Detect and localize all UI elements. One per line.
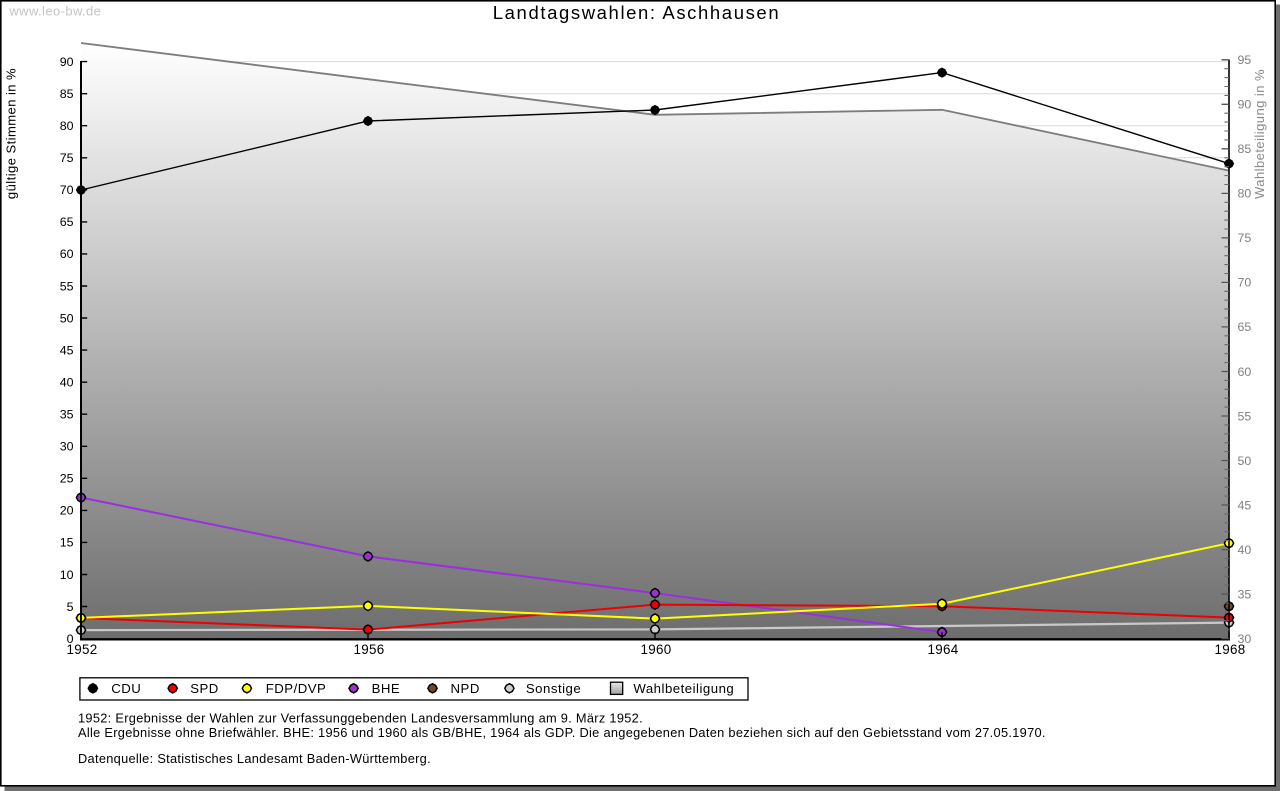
svg-text:Wahlbeteiligung: Wahlbeteiligung	[633, 681, 734, 696]
svg-text:20: 20	[60, 504, 74, 518]
svg-text:35: 35	[60, 408, 74, 422]
svg-text:FDP/DVP: FDP/DVP	[266, 681, 327, 696]
svg-text:Datenquelle: Statistisches Lan: Datenquelle: Statistisches Landesamt Bad…	[78, 751, 431, 766]
svg-text:45: 45	[1238, 498, 1252, 512]
svg-text:65: 65	[60, 215, 74, 229]
svg-text:85: 85	[1238, 142, 1252, 156]
svg-text:90: 90	[60, 55, 74, 69]
svg-text:55: 55	[1238, 409, 1252, 423]
svg-text:50: 50	[60, 311, 74, 325]
svg-text:35: 35	[1238, 587, 1252, 601]
svg-text:90: 90	[1238, 98, 1252, 112]
svg-text:1952: Ergebnisse der Wahlen zu: 1952: Ergebnisse der Wahlen zur Verfassu…	[78, 711, 643, 726]
svg-text:60: 60	[1238, 365, 1252, 379]
svg-text:40: 40	[1238, 543, 1252, 557]
svg-text:85: 85	[60, 87, 74, 101]
svg-text:www.leo-bw.de: www.leo-bw.de	[8, 4, 101, 19]
svg-text:75: 75	[1238, 231, 1252, 245]
svg-text:65: 65	[1238, 320, 1252, 334]
svg-text:BHE: BHE	[372, 681, 401, 696]
svg-text:1956: 1956	[354, 642, 385, 657]
svg-text:Sonstige: Sonstige	[526, 681, 581, 696]
svg-text:15: 15	[60, 536, 74, 550]
svg-text:95: 95	[1238, 53, 1252, 67]
svg-text:gültige Stimmen in %: gültige Stimmen in %	[4, 68, 19, 199]
svg-text:80: 80	[1238, 187, 1252, 201]
svg-text:1960: 1960	[641, 642, 672, 657]
svg-text:1964: 1964	[928, 642, 959, 657]
svg-text:50: 50	[1238, 454, 1252, 468]
svg-text:10: 10	[60, 568, 74, 582]
svg-text:0: 0	[67, 632, 74, 646]
svg-text:80: 80	[60, 119, 74, 133]
svg-text:55: 55	[60, 279, 74, 293]
svg-text:CDU: CDU	[111, 681, 141, 696]
svg-text:25: 25	[60, 472, 74, 486]
svg-text:1968: 1968	[1215, 642, 1246, 657]
svg-text:60: 60	[60, 247, 74, 261]
svg-text:70: 70	[1238, 276, 1252, 290]
svg-text:40: 40	[60, 376, 74, 390]
svg-text:Alle Ergebnisse ohne Briefwähl: Alle Ergebnisse ohne Briefwähler. BHE: 1…	[78, 725, 1046, 740]
svg-text:SPD: SPD	[190, 681, 219, 696]
svg-text:75: 75	[60, 151, 74, 165]
svg-text:1952: 1952	[67, 642, 98, 657]
svg-text:45: 45	[60, 343, 74, 357]
svg-text:5: 5	[67, 600, 74, 614]
svg-text:30: 30	[1238, 632, 1252, 646]
svg-text:30: 30	[60, 440, 74, 454]
svg-text:Landtagswahlen: Aschhausen: Landtagswahlen: Aschhausen	[493, 2, 780, 23]
svg-text:70: 70	[60, 183, 74, 197]
svg-text:NPD: NPD	[451, 681, 480, 696]
svg-text:Wahlbeteiligung in %: Wahlbeteiligung in %	[1252, 69, 1267, 199]
